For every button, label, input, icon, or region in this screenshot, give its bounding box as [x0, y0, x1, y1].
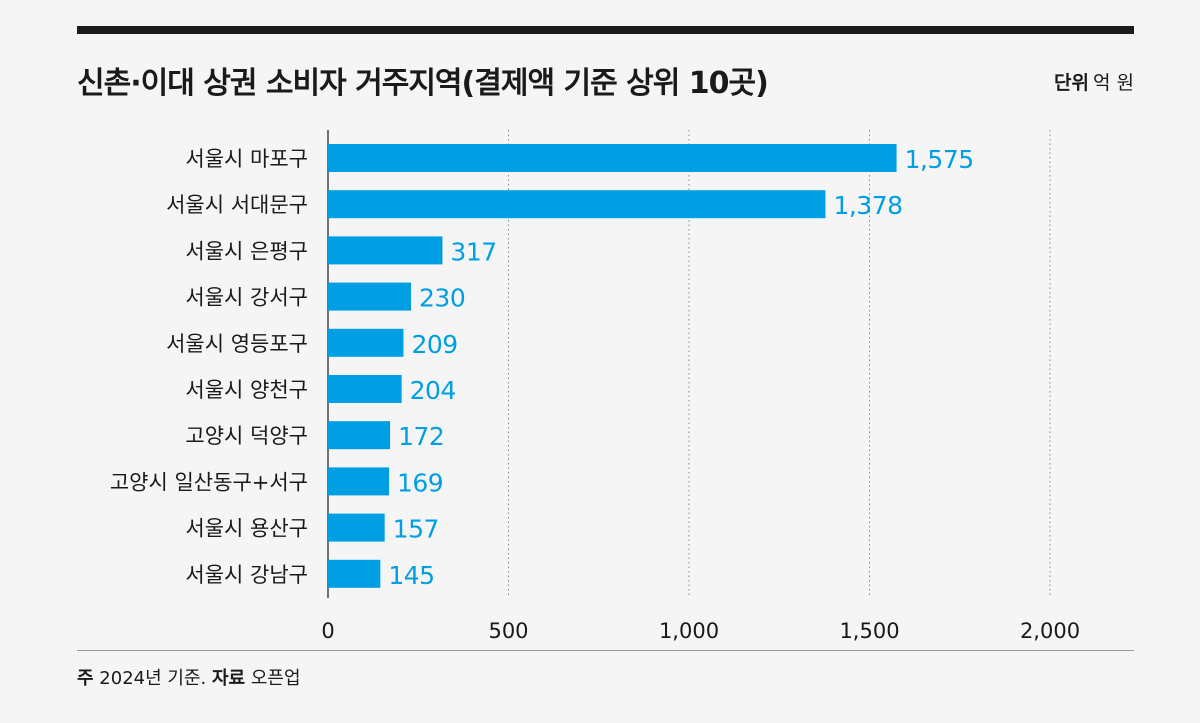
bar [328, 236, 443, 265]
value-label: 209 [411, 330, 457, 359]
category-label: 서울시 양천구 [185, 378, 308, 402]
value-label: 1,378 [833, 191, 902, 220]
source-note: 주 2024년 기준. 자료 오픈업 [77, 664, 301, 690]
bar [328, 144, 897, 172]
bar [328, 513, 385, 542]
bar [328, 328, 404, 357]
chart-title: 신촌·이대 상권 소비자 거주지역(결제액 기준 상위 10곳) [77, 66, 769, 101]
category-label: 고양시 덕양구 [185, 424, 308, 448]
category-label: 고양시 일산동구+서구 [110, 470, 308, 494]
category-label: 서울시 용산구 [185, 517, 308, 541]
value-label: 145 [388, 561, 434, 590]
bar [328, 559, 381, 588]
value-label: 317 [450, 237, 496, 266]
x-tick-label: 2,000 [1020, 619, 1080, 643]
value-label: 230 [419, 284, 465, 313]
category-label: 서울시 강서구 [185, 286, 308, 310]
bar [328, 421, 391, 450]
bottom-rule [77, 650, 1134, 651]
note-label: 주 [77, 668, 94, 689]
value-label: 204 [410, 376, 456, 405]
x-tick-label: 1,000 [659, 619, 719, 643]
bar [328, 375, 402, 403]
unit-label-value: 억 원 [1093, 72, 1134, 94]
source-text: 오픈업 [250, 668, 301, 689]
category-label: 서울시 영등포구 [166, 332, 308, 356]
bar [328, 467, 390, 496]
source-label: 자료 [211, 668, 246, 689]
category-label: 서울시 마포구 [185, 147, 308, 171]
x-tick-label: 500 [488, 619, 528, 643]
category-label: 서울시 서대문구 [166, 193, 308, 217]
x-tick-label: 0 [321, 619, 334, 643]
note-text: 2024년 기준. [99, 668, 207, 689]
unit-label: 단위 억 원 [1054, 68, 1134, 95]
bar [328, 190, 826, 219]
value-label: 157 [393, 515, 439, 544]
value-label: 172 [398, 422, 444, 451]
category-label: 서울시 은평구 [185, 239, 308, 263]
bar [328, 282, 412, 311]
value-label: 1,575 [905, 145, 974, 174]
value-label: 169 [397, 468, 443, 497]
top-rule [77, 26, 1134, 34]
x-tick-label: 1,500 [839, 619, 899, 643]
category-label: 서울시 강남구 [185, 563, 308, 587]
bar-chart: 0 500 1,000 1,500 2,000 서울시 마포구 1,575 서울시 서대문구 1… [110, 130, 1080, 643]
unit-label-key: 단위 [1054, 72, 1089, 94]
